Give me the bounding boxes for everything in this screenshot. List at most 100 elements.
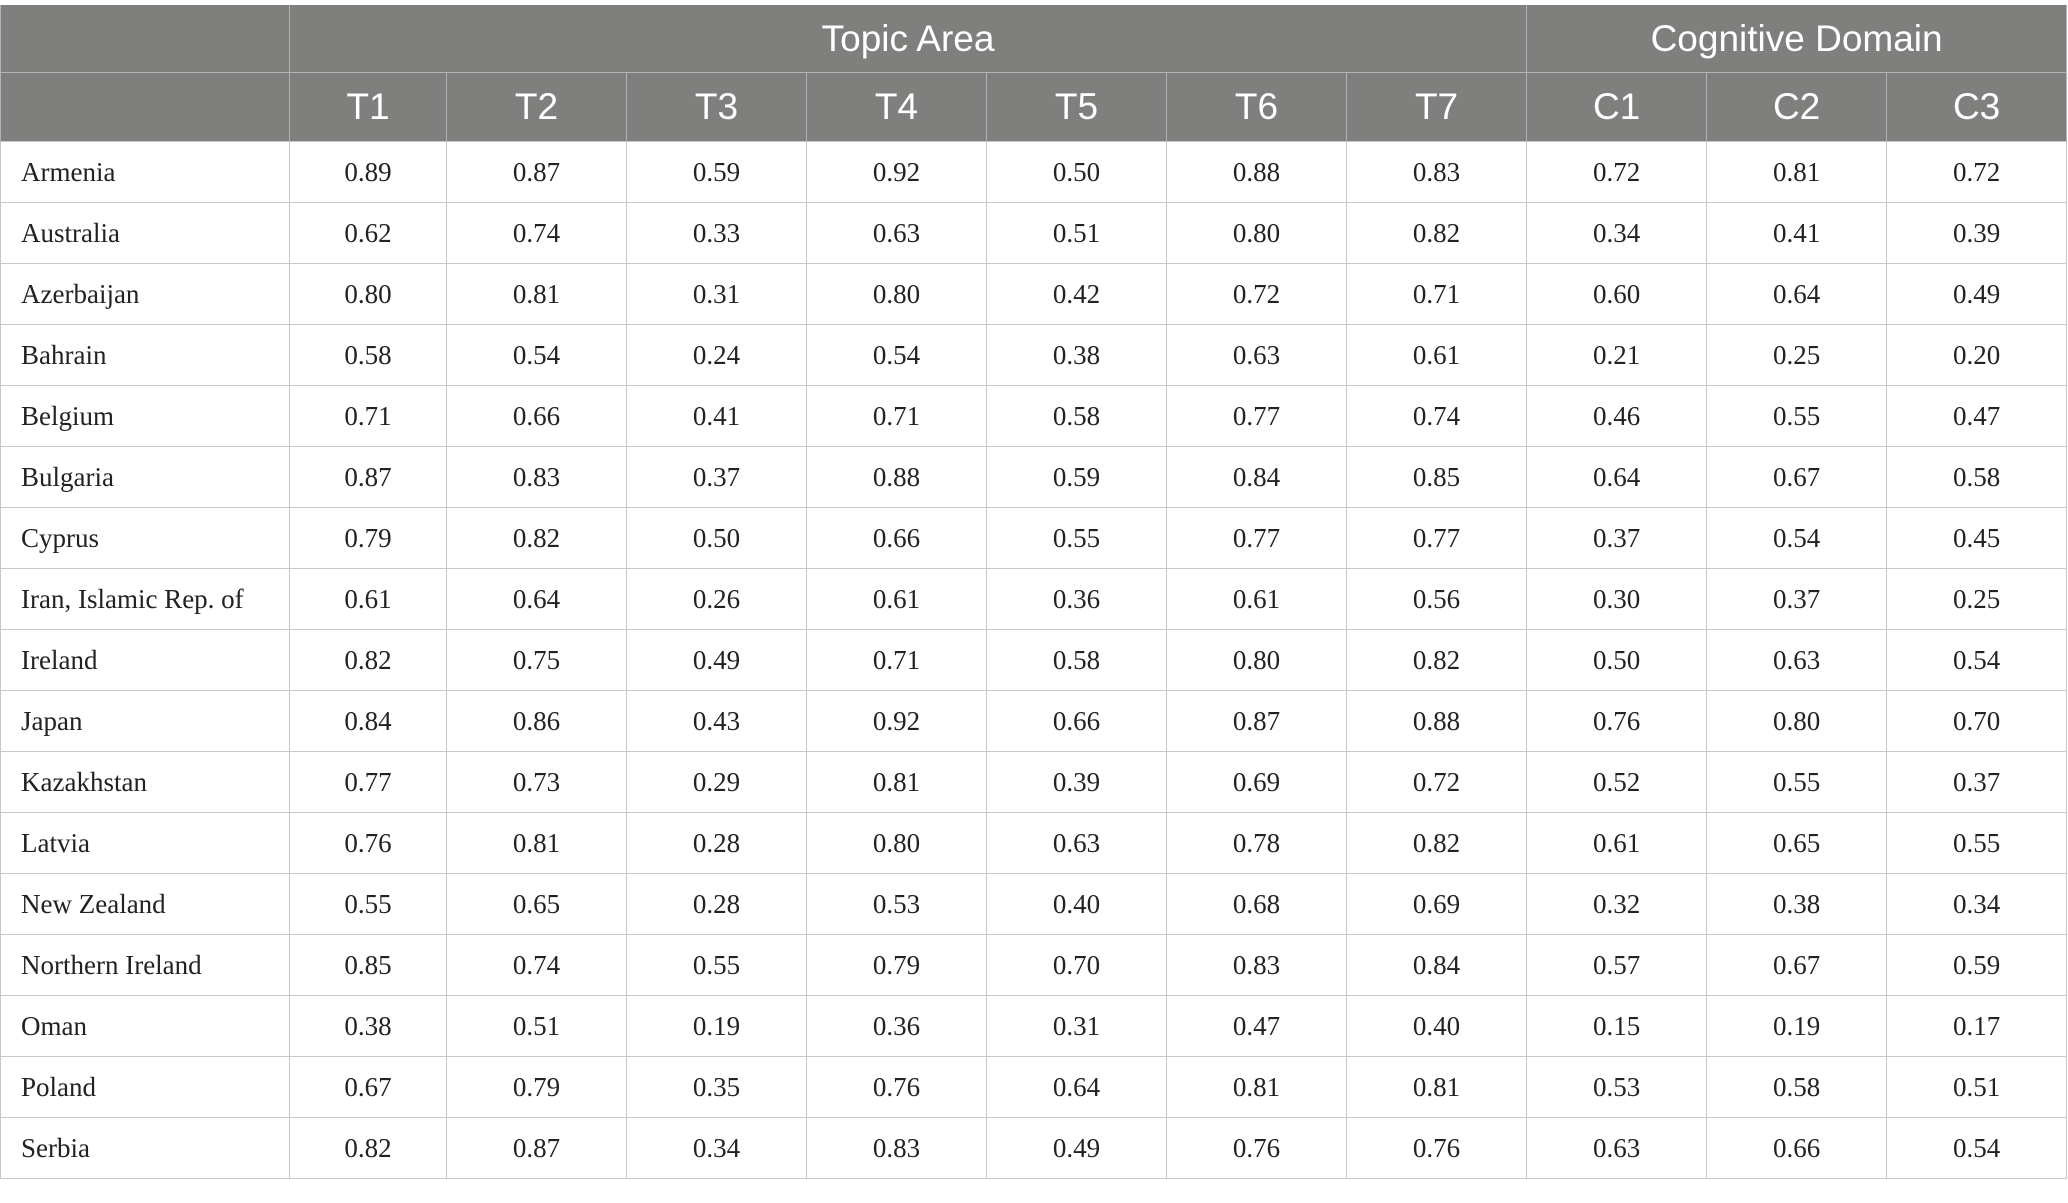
value-cell-t1: 0.58 <box>289 324 447 386</box>
data-table-container: Topic Area Cognitive Domain T1 T2 T3 T4 … <box>0 5 2068 1179</box>
value-cell-t6: 0.88 <box>1166 141 1347 203</box>
value-cell-t3: 0.33 <box>626 202 807 264</box>
value-cell-t1: 0.82 <box>289 629 447 691</box>
value-cell-t2: 0.75 <box>446 629 627 691</box>
value-cell-c2: 0.19 <box>1706 995 1888 1057</box>
value-cell-t2: 0.73 <box>446 751 627 813</box>
value-cell-t3: 0.28 <box>626 812 807 874</box>
country-cell: Poland <box>0 1056 290 1118</box>
column-header-c2: C2 <box>1706 72 1888 142</box>
table-row: Serbia 0.82 0.87 0.34 0.83 0.49 0.76 0.76 0.63 0.… <box>0 1117 2068 1179</box>
table-row: Poland 0.67 0.79 0.35 0.76 0.64 0.81 0.81 0.53 0.… <box>0 1056 2068 1118</box>
country-cell: Iran, Islamic Rep. of <box>0 568 290 630</box>
value-cell-c1: 0.50 <box>1526 629 1708 691</box>
column-header-t5: T5 <box>986 72 1167 142</box>
value-cell-t2: 0.82 <box>446 507 627 569</box>
value-cell-c2: 0.67 <box>1706 934 1888 996</box>
country-cell: Bulgaria <box>0 446 290 508</box>
value-cell-c1: 0.52 <box>1526 751 1708 813</box>
value-cell-c3: 0.17 <box>1886 995 2068 1057</box>
table-row: Northern Ireland 0.85 0.74 0.55 0.79 0.70 0.83… <box>0 934 2068 996</box>
value-cell-c2: 0.64 <box>1706 263 1888 325</box>
country-cell: Kazakhstan <box>0 751 290 813</box>
value-cell-t6: 0.80 <box>1166 629 1347 691</box>
value-cell-t7: 0.82 <box>1345 202 1528 264</box>
value-cell-c3: 0.72 <box>1886 141 2068 203</box>
table-row: Kazakhstan 0.77 0.73 0.29 0.81 0.39 0.69 0.72 0.… <box>0 751 2068 813</box>
column-header-c3: C3 <box>1886 72 2068 142</box>
table-row: Iran, Islamic Rep. of 0.61 0.64 0.26 0.61 0.3… <box>0 568 2068 630</box>
value-cell-t7: 0.76 <box>1345 1117 1528 1179</box>
value-cell-t7: 0.82 <box>1345 812 1528 874</box>
value-cell-c2: 0.55 <box>1706 751 1888 813</box>
table-row: Australia 0.62 0.74 0.33 0.63 0.51 0.80 0.82 0.3… <box>0 202 2068 264</box>
country-cell: Bahrain <box>0 324 290 386</box>
value-cell-t5: 0.38 <box>986 324 1167 386</box>
value-cell-t5: 0.40 <box>986 873 1167 935</box>
value-cell-c3: 0.54 <box>1886 629 2068 691</box>
value-cell-t4: 0.36 <box>806 995 987 1057</box>
value-cell-t7: 0.81 <box>1345 1056 1528 1118</box>
value-cell-t1: 0.82 <box>289 1117 447 1179</box>
column-header-t3: T3 <box>626 72 807 142</box>
value-cell-t1: 0.61 <box>289 568 447 630</box>
value-cell-t5: 0.31 <box>986 995 1167 1057</box>
value-cell-t2: 0.51 <box>446 995 627 1057</box>
value-cell-c3: 0.20 <box>1886 324 2068 386</box>
value-cell-t4: 0.79 <box>806 934 987 996</box>
value-cell-c2: 0.41 <box>1706 202 1888 264</box>
value-cell-c2: 0.55 <box>1706 385 1888 447</box>
value-cell-c3: 0.39 <box>1886 202 2068 264</box>
value-cell-t4: 0.71 <box>806 385 987 447</box>
value-cell-t2: 0.66 <box>446 385 627 447</box>
value-cell-c2: 0.80 <box>1706 690 1888 752</box>
value-cell-t5: 0.50 <box>986 141 1167 203</box>
value-cell-c2: 0.25 <box>1706 324 1888 386</box>
table-row: Cyprus 0.79 0.82 0.50 0.66 0.55 0.77 0.77 0.37 0.… <box>0 507 2068 569</box>
value-cell-t6: 0.77 <box>1166 507 1347 569</box>
value-cell-t5: 0.55 <box>986 507 1167 569</box>
value-cell-t7: 0.83 <box>1345 141 1528 203</box>
value-cell-c3: 0.59 <box>1886 934 2068 996</box>
value-cell-c1: 0.46 <box>1526 385 1708 447</box>
value-cell-c3: 0.54 <box>1886 1117 2068 1179</box>
value-cell-t4: 0.80 <box>806 263 987 325</box>
value-cell-t3: 0.49 <box>626 629 807 691</box>
country-cell: Armenia <box>0 141 290 203</box>
country-cell: Japan <box>0 690 290 752</box>
value-cell-c2: 0.38 <box>1706 873 1888 935</box>
value-cell-t6: 0.47 <box>1166 995 1347 1057</box>
country-cell: Belgium <box>0 385 290 447</box>
value-cell-t2: 0.81 <box>446 812 627 874</box>
value-cell-t4: 0.81 <box>806 751 987 813</box>
value-cell-c1: 0.60 <box>1526 263 1708 325</box>
value-cell-t3: 0.28 <box>626 873 807 935</box>
value-cell-t3: 0.29 <box>626 751 807 813</box>
value-cell-t1: 0.79 <box>289 507 447 569</box>
value-cell-t6: 0.61 <box>1166 568 1347 630</box>
value-cell-c1: 0.57 <box>1526 934 1708 996</box>
value-cell-t3: 0.26 <box>626 568 807 630</box>
value-cell-t5: 0.51 <box>986 202 1167 264</box>
country-cell: Cyprus <box>0 507 290 569</box>
value-cell-t5: 0.39 <box>986 751 1167 813</box>
value-cell-t7: 0.85 <box>1345 446 1528 508</box>
value-cell-t2: 0.74 <box>446 202 627 264</box>
value-cell-t1: 0.89 <box>289 141 447 203</box>
value-cell-t1: 0.85 <box>289 934 447 996</box>
value-cell-c2: 0.58 <box>1706 1056 1888 1118</box>
value-cell-t6: 0.81 <box>1166 1056 1347 1118</box>
table-row: New Zealand 0.55 0.65 0.28 0.53 0.40 0.68 0.69 0… <box>0 873 2068 935</box>
table-row: Bahrain 0.58 0.54 0.24 0.54 0.38 0.63 0.61 0.21 0… <box>0 324 2068 386</box>
value-cell-c2: 0.81 <box>1706 141 1888 203</box>
value-cell-t1: 0.55 <box>289 873 447 935</box>
table-row: Japan 0.84 0.86 0.43 0.92 0.66 0.87 0.88 0.76 0.8… <box>0 690 2068 752</box>
value-cell-t5: 0.36 <box>986 568 1167 630</box>
value-cell-t5: 0.58 <box>986 629 1167 691</box>
value-cell-t7: 0.74 <box>1345 385 1528 447</box>
value-cell-t2: 0.83 <box>446 446 627 508</box>
value-cell-t6: 0.69 <box>1166 751 1347 813</box>
value-cell-c3: 0.37 <box>1886 751 2068 813</box>
value-cell-t2: 0.81 <box>446 263 627 325</box>
value-cell-t5: 0.59 <box>986 446 1167 508</box>
